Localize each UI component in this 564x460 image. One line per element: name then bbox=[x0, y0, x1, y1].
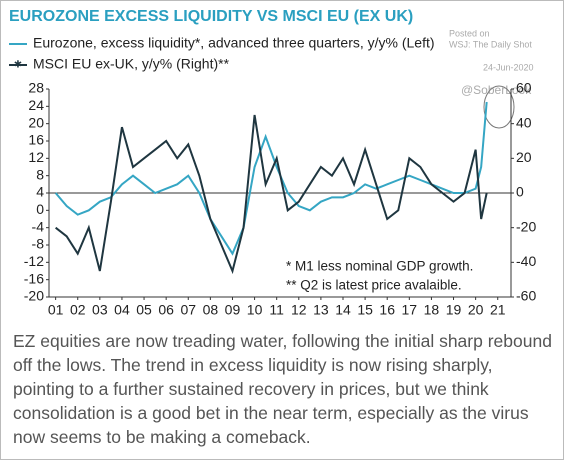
caption: EZ equities are now treading water, foll… bbox=[13, 331, 552, 447]
x-tick-label: 11 bbox=[269, 302, 284, 318]
y-tick-label: -20 bbox=[24, 288, 44, 304]
series-line bbox=[54, 101, 488, 256]
y-tick-label: 16 bbox=[28, 132, 44, 148]
note: * M1 less nominal GDP growth. bbox=[286, 259, 473, 274]
x-tick-label: 04 bbox=[114, 302, 130, 318]
y-tick-label: 20 bbox=[28, 114, 44, 130]
y2-tick-label: 60 bbox=[516, 80, 532, 96]
x-tick-label: 13 bbox=[313, 302, 329, 318]
x-tick-label: 03 bbox=[92, 302, 108, 318]
y-tick-label: -8 bbox=[32, 236, 45, 252]
x-tick-label: 05 bbox=[136, 302, 152, 318]
chart: EUROZONE EXCESS LIQUIDITY VS MSCI EU (EX… bbox=[9, 8, 536, 318]
y2-tick-label: 20 bbox=[516, 149, 532, 165]
y2-tick-label: -40 bbox=[516, 253, 536, 269]
x-tick-label: 18 bbox=[424, 302, 440, 318]
legend-marker: ✱ bbox=[14, 60, 22, 71]
x-tick-label: 16 bbox=[379, 302, 395, 318]
x-tick-label: 10 bbox=[247, 302, 263, 318]
watermark: WSJ: The Daily Shot bbox=[449, 39, 532, 49]
x-tick-label: 02 bbox=[70, 302, 86, 318]
watermark: @SoberLook bbox=[461, 83, 532, 97]
y-tick-label: 12 bbox=[28, 149, 44, 165]
watermark: Posted on bbox=[449, 28, 490, 38]
highlight-circle bbox=[483, 85, 515, 129]
x-tick-label: 08 bbox=[203, 302, 219, 318]
note: ** Q2 is latest price avalaible. bbox=[286, 278, 462, 293]
y-tick-label: -12 bbox=[24, 253, 44, 269]
series-line bbox=[55, 114, 488, 275]
x-tick-label: 15 bbox=[357, 302, 373, 318]
legend-entry: Eurozone, excess liquidity*, advanced th… bbox=[33, 35, 435, 51]
x-tick-label: 07 bbox=[180, 302, 196, 318]
y-tick-label: -16 bbox=[24, 270, 44, 286]
y-tick-label: 24 bbox=[28, 97, 44, 113]
watermark: 24-Jun-2020 bbox=[483, 62, 534, 72]
y-tick-label: 8 bbox=[36, 166, 44, 182]
y2-tick-label: -60 bbox=[516, 288, 536, 304]
y-tick-label: 28 bbox=[28, 80, 44, 96]
x-tick-label: 09 bbox=[225, 302, 241, 318]
x-tick-label: 20 bbox=[468, 302, 484, 318]
y2-tick-label: 40 bbox=[516, 114, 532, 130]
x-tick-label: 12 bbox=[291, 302, 307, 318]
x-tick-label: 14 bbox=[335, 302, 351, 318]
y-tick-label: 0 bbox=[36, 201, 44, 217]
legend-entry: MSCI EU ex-UK, y/y% (Right)** bbox=[33, 56, 230, 72]
x-tick-label: 01 bbox=[48, 302, 64, 318]
x-tick-label: 06 bbox=[158, 302, 174, 318]
y2-tick-label: 0 bbox=[516, 184, 524, 200]
y2-tick-label: -20 bbox=[516, 218, 536, 234]
x-tick-label: 17 bbox=[402, 302, 418, 318]
chart-title: EUROZONE EXCESS LIQUIDITY VS MSCI EU (EX… bbox=[9, 8, 413, 25]
y-tick-label: -4 bbox=[32, 218, 45, 234]
x-tick-label: 21 bbox=[490, 302, 506, 318]
y-tick-label: 4 bbox=[36, 184, 44, 200]
x-tick-label: 19 bbox=[446, 302, 462, 318]
